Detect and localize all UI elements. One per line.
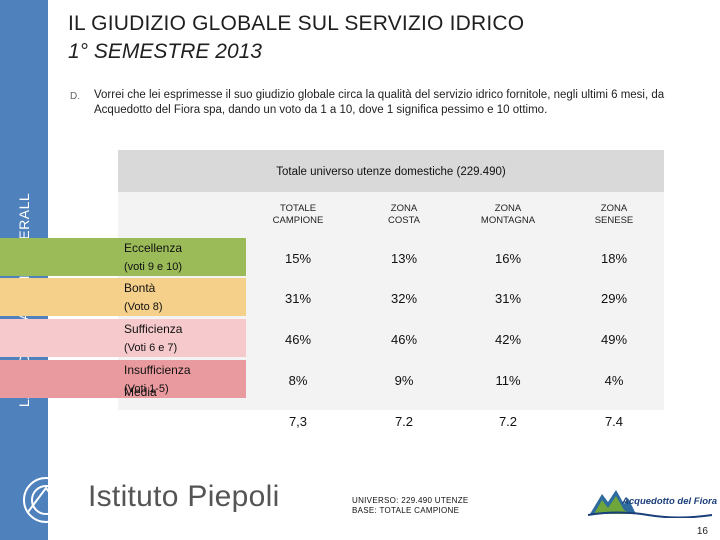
table-cell: 7.4	[604, 414, 624, 429]
table-cell: 16%	[494, 251, 522, 266]
table-cell: 49%	[600, 332, 628, 347]
row-color-bar	[0, 238, 246, 276]
column-header-senese: ZONA SENESE	[574, 203, 654, 227]
column-header-montagna: ZONA MONTAGNA	[468, 203, 548, 227]
row-color-bar	[0, 319, 246, 357]
column-header-line1: TOTALE	[279, 203, 317, 214]
row-label-insufficienza: Insufficienza (Voti 1-5)	[124, 364, 191, 396]
column-header-line1: ZONA	[600, 203, 628, 214]
row-label-eccellenza: Eccellenza (voti 9 e 10)	[124, 242, 182, 274]
table-cell: 11%	[495, 373, 521, 388]
column-header-line2: CAMPIONE	[272, 215, 324, 226]
row-label: Media	[124, 385, 157, 399]
column-header-totale: TOTALE CAMPIONE	[258, 203, 338, 227]
row-color-bar	[0, 360, 246, 398]
table-cell: 29%	[600, 291, 628, 306]
row-color-bar	[0, 278, 246, 316]
table-cell: 9%	[394, 373, 414, 388]
row-label: Bontà	[124, 281, 156, 295]
table-cell: 31%	[494, 291, 522, 306]
row-label-sufficienza: Sufficienza (Voti 6 e 7)	[124, 323, 182, 355]
table-cell: 8%	[288, 373, 308, 388]
footnote-base: BASE: TOTALE CAMPIONE	[352, 506, 460, 515]
row-label-bonta: Bontà (Voto 8)	[124, 282, 163, 314]
footnote-universe: UNIVERSO: 229.490 UTENZE	[352, 496, 469, 505]
column-header-line1: ZONA	[390, 203, 418, 214]
row-label: Eccellenza	[124, 241, 183, 255]
column-header-line2: MONTAGNA	[480, 215, 536, 226]
table-cell: 32%	[390, 291, 418, 306]
row-sublabel: (Voti 6 e 7)	[124, 342, 178, 354]
table-cell: 4%	[604, 373, 624, 388]
acquedotto-logo-text: Acquedotto del Fiora	[622, 496, 717, 507]
table-cell: 7,3	[288, 414, 308, 429]
table-cell: 18%	[600, 251, 628, 266]
row-sublabel: (Voto 8)	[124, 301, 163, 313]
piepoli-logo-icon	[23, 477, 69, 523]
table-cell: 13%	[390, 251, 418, 266]
table-cell: 46%	[284, 332, 312, 347]
footnote: UNIVERSO: 229.490 UTENZE BASE: TOTALE CA…	[352, 496, 469, 516]
acquedotto-logo-icon	[588, 490, 713, 518]
universe-label: Totale universo utenze domestiche (229.4…	[276, 166, 506, 178]
column-header-line2: COSTA	[387, 215, 421, 226]
row-sublabel: (Voti 1-5)	[124, 383, 169, 395]
row-sublabel: (voti 9 e 10)	[124, 261, 183, 273]
column-header-line1: ZONA	[494, 203, 522, 214]
table-cell: 46%	[390, 332, 418, 347]
column-header-line2: SENESE	[594, 215, 634, 226]
row-label: Sufficienza	[124, 322, 183, 336]
table-cell: 31%	[284, 291, 312, 306]
table-cell: 15%	[284, 251, 312, 266]
question-text: Vorrei che lei esprimesse il suo giudizi…	[94, 89, 665, 116]
column-header-costa: ZONA COSTA	[364, 203, 444, 227]
page-number: 16	[696, 526, 708, 537]
row-label: Insufficienza	[124, 363, 191, 377]
page-title: IL GIUDIZIO GLOBALE SUL SERVIZIO IDRICO	[68, 12, 525, 35]
results-table: Totale universo utenze domestiche (229.4…	[118, 150, 664, 410]
row-label-media: Media	[124, 386, 157, 399]
question-icon: D.	[70, 91, 80, 102]
piepoli-logo-text: Istituto Piepoli	[88, 480, 280, 513]
page-subtitle: 1° SEMESTRE 2013	[68, 40, 262, 63]
table-header-band: Totale universo utenze domestiche (229.4…	[118, 150, 664, 192]
table-cell: 7.2	[394, 414, 414, 429]
table-cell: 7.2	[498, 414, 518, 429]
table-cell: 42%	[494, 332, 522, 347]
